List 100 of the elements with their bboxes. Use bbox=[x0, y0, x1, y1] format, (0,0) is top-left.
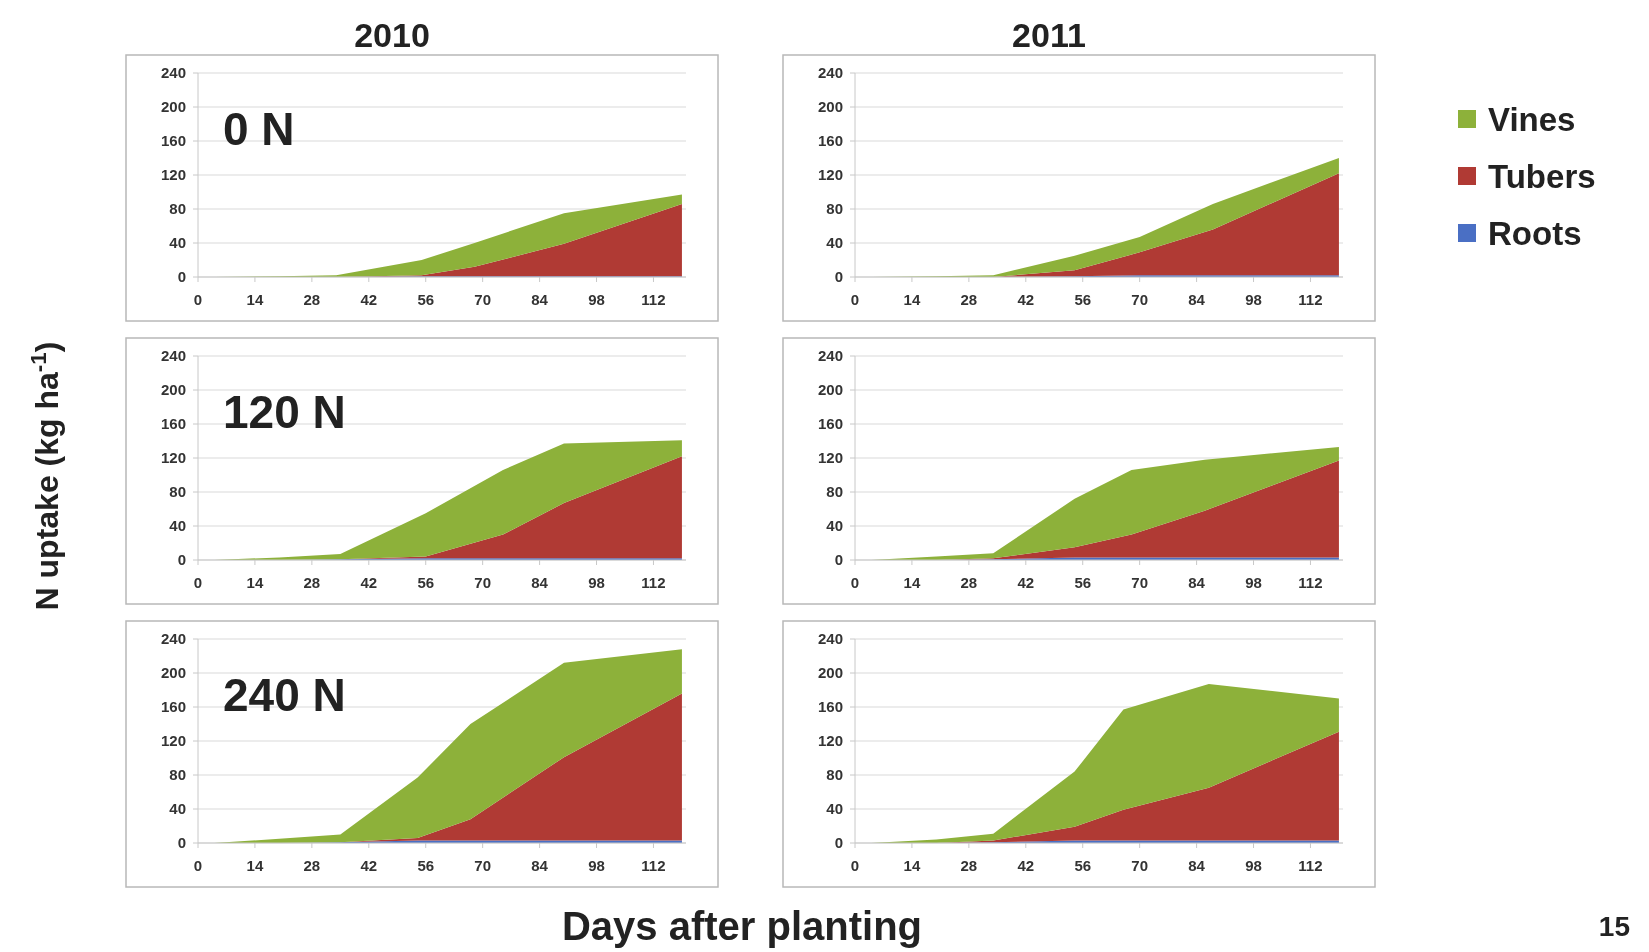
x-tick-label: 70 bbox=[474, 291, 492, 308]
x-tick-label: 28 bbox=[303, 857, 321, 874]
y-tick-label: 160 bbox=[160, 415, 186, 433]
x-tick-label: 14 bbox=[246, 574, 264, 591]
y-tick-label: 120 bbox=[817, 732, 843, 750]
y-tick-label: 40 bbox=[169, 517, 186, 535]
y-tick-label: 0 bbox=[177, 268, 186, 286]
x-tick-label: 0 bbox=[850, 857, 860, 874]
x-tick-label: 70 bbox=[1131, 291, 1149, 308]
x-tick-label: 112 bbox=[1298, 291, 1323, 308]
y-tick-label: 0 bbox=[834, 551, 843, 569]
x-tick-label: 42 bbox=[360, 291, 378, 308]
x-tick-label: 42 bbox=[360, 574, 378, 591]
y-tick-label: 120 bbox=[817, 166, 843, 184]
x-tick-label: 28 bbox=[303, 574, 321, 591]
y-tick-label: 40 bbox=[826, 800, 843, 818]
annotation: 120 N bbox=[223, 386, 346, 438]
y-tick-label: 0 bbox=[834, 834, 843, 852]
y-tick-label: 40 bbox=[169, 800, 186, 818]
annotation: 0 N bbox=[223, 103, 295, 155]
x-tick-label: 70 bbox=[474, 857, 492, 874]
x-tick-label: 98 bbox=[1245, 291, 1262, 308]
legend-label: Roots bbox=[1488, 214, 1582, 252]
x-tick-label: 56 bbox=[1074, 574, 1092, 591]
x-tick-label: 0 bbox=[193, 291, 203, 308]
x-tick-label: 0 bbox=[850, 574, 860, 591]
x-tick-label: 84 bbox=[531, 857, 549, 874]
x-tick-label: 84 bbox=[1188, 574, 1206, 591]
x-tick-label: 28 bbox=[960, 291, 978, 308]
y-tick-label: 40 bbox=[826, 234, 843, 252]
y-tick-label: 160 bbox=[160, 132, 186, 150]
y-tick-label: 240 bbox=[160, 630, 186, 648]
legend-label: Tubers bbox=[1488, 157, 1596, 195]
x-tick-label: 0 bbox=[193, 574, 203, 591]
x-tick-label: 56 bbox=[1074, 291, 1092, 308]
x-tick-label: 84 bbox=[531, 291, 549, 308]
x-tick-label: 56 bbox=[417, 574, 435, 591]
y-tick-label: 200 bbox=[160, 381, 186, 399]
x-tick-label: 112 bbox=[641, 291, 666, 308]
y-tick-label: 200 bbox=[160, 664, 186, 682]
x-tick-label: 84 bbox=[531, 574, 549, 591]
y-tick-label: 200 bbox=[817, 664, 843, 682]
y-tick-label: 80 bbox=[826, 200, 843, 218]
y-tick-label: 200 bbox=[160, 98, 186, 116]
y-tick-label: 40 bbox=[826, 517, 843, 535]
x-tick-label: 112 bbox=[1298, 574, 1323, 591]
x-tick-label: 98 bbox=[588, 574, 605, 591]
x-axis-title: Days after planting bbox=[561, 904, 923, 948]
y-tick-label: 160 bbox=[817, 132, 843, 150]
x-tick-label: 28 bbox=[960, 574, 978, 591]
x-tick-label: 14 bbox=[903, 291, 921, 308]
x-tick-label: 98 bbox=[588, 857, 605, 874]
x-tick-label: 98 bbox=[1245, 574, 1262, 591]
y-tick-label: 120 bbox=[817, 449, 843, 467]
x-tick-label: 0 bbox=[193, 857, 203, 874]
text: 15 bbox=[1598, 911, 1630, 942]
y-tick-label: 80 bbox=[169, 200, 186, 218]
x-tick-label: 42 bbox=[1017, 857, 1035, 874]
x-tick-label: 56 bbox=[417, 291, 435, 308]
x-tick-label: 98 bbox=[1245, 857, 1262, 874]
x-tick-label: 112 bbox=[641, 857, 666, 874]
x-tick-label: 56 bbox=[417, 857, 435, 874]
y-tick-label: 0 bbox=[834, 268, 843, 286]
x-tick-label: 42 bbox=[1017, 574, 1035, 591]
y-tick-label: 240 bbox=[817, 64, 843, 82]
x-tick-label: 14 bbox=[903, 574, 921, 591]
y-tick-label: 160 bbox=[160, 698, 186, 716]
y-tick-label: 240 bbox=[160, 347, 186, 365]
x-tick-label: 28 bbox=[303, 291, 321, 308]
annotation: 240 N bbox=[223, 669, 346, 721]
y-tick-label: 240 bbox=[817, 630, 843, 648]
y-tick-label: 120 bbox=[160, 166, 186, 184]
x-tick-label: 14 bbox=[246, 291, 264, 308]
x-tick-label: 112 bbox=[641, 574, 666, 591]
x-tick-label: 70 bbox=[1131, 574, 1149, 591]
x-tick-label: 28 bbox=[960, 857, 978, 874]
chart-title: 2010 bbox=[354, 16, 430, 54]
x-tick-label: 70 bbox=[474, 574, 492, 591]
y-tick-label: 240 bbox=[817, 347, 843, 365]
legend-label: Vines bbox=[1488, 100, 1576, 138]
y-tick-label: 240 bbox=[160, 64, 186, 82]
x-tick-label: 112 bbox=[1298, 857, 1323, 874]
y-tick-label: 80 bbox=[826, 766, 843, 784]
y-tick-label: 80 bbox=[169, 766, 186, 784]
x-tick-label: 70 bbox=[1131, 857, 1149, 874]
y-tick-label: 0 bbox=[177, 834, 186, 852]
y-tick-label: 80 bbox=[826, 483, 843, 501]
x-tick-label: 42 bbox=[1017, 291, 1035, 308]
y-tick-label: 120 bbox=[160, 449, 186, 467]
x-tick-label: 14 bbox=[903, 857, 921, 874]
y-tick-label: 40 bbox=[169, 234, 186, 252]
y-tick-label: 0 bbox=[177, 551, 186, 569]
y-tick-label: 120 bbox=[160, 732, 186, 750]
y-tick-label: 160 bbox=[817, 415, 843, 433]
y-tick-label: 200 bbox=[817, 98, 843, 116]
y-tick-label: 80 bbox=[169, 483, 186, 501]
y-tick-label: 200 bbox=[817, 381, 843, 399]
x-tick-label: 0 bbox=[850, 291, 860, 308]
x-tick-label: 42 bbox=[360, 857, 378, 874]
x-tick-label: 14 bbox=[246, 857, 264, 874]
